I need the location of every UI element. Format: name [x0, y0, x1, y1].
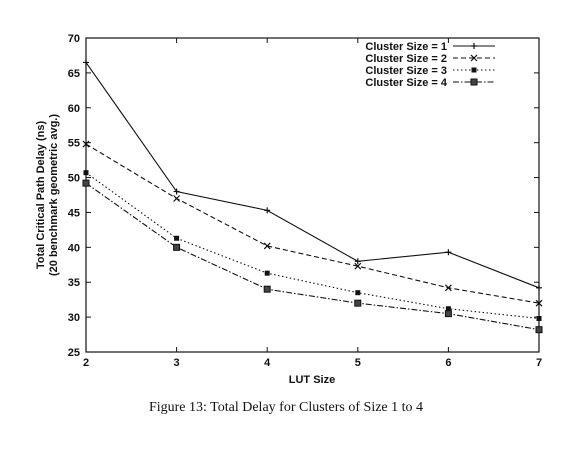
legend-label: Cluster Size = 3 [365, 65, 447, 77]
marker-x-b [173, 195, 181, 202]
marker-x-b [263, 242, 271, 250]
data-point [264, 207, 271, 214]
data-point [354, 258, 361, 265]
marker-x-b [82, 140, 90, 148]
legend-label: Cluster Size = 1 [365, 41, 447, 53]
marker-x-b [444, 284, 452, 292]
y-tick-label: 25 [68, 347, 80, 359]
data-point [445, 306, 451, 312]
series-1 [83, 59, 542, 291]
data-point [82, 179, 90, 187]
data-point [536, 284, 542, 291]
y-tick-label: 65 [68, 68, 80, 80]
y-axis-label-line2: (20 benchmark geometric avg.) [48, 114, 60, 276]
data-point [535, 299, 543, 307]
data-point [536, 316, 542, 322]
series-line [85, 172, 540, 320]
data-point [354, 299, 362, 307]
x-tick-label: 6 [445, 357, 451, 369]
x-tick-label: 5 [355, 357, 361, 369]
data-point [173, 195, 181, 202]
data-point [263, 242, 271, 250]
data-point [355, 290, 361, 296]
x-tick-label: 4 [264, 357, 271, 369]
y-tick-label: 45 [68, 207, 80, 219]
y-axis-label-line1: Total Critical Path Delay (ns) [35, 120, 47, 269]
x-tick-label: 2 [83, 357, 89, 369]
data-point [445, 249, 452, 256]
series-4 [82, 179, 543, 334]
series-line [85, 182, 540, 331]
data-point [173, 243, 181, 251]
marker-x-b [470, 54, 478, 62]
y-tick-label: 70 [68, 33, 80, 45]
data-point [444, 284, 452, 292]
data-point [354, 262, 362, 270]
legend-label: Cluster Size = 2 [365, 53, 447, 65]
series-2 [82, 140, 543, 307]
series-3 [83, 170, 542, 322]
data-point [83, 170, 89, 176]
data-point [263, 285, 271, 293]
series-line [85, 62, 540, 289]
data-point [174, 235, 180, 241]
data-point [83, 59, 89, 66]
marker-x-b [535, 299, 543, 307]
legend-marker [471, 43, 477, 49]
series-line [85, 143, 540, 304]
data-point [264, 270, 270, 276]
series-layer [82, 59, 543, 334]
legend-marker [470, 54, 478, 62]
x-axis-label: LUT Size [289, 374, 335, 386]
x-tick-label: 3 [174, 357, 180, 369]
y-tick-label: 60 [68, 103, 80, 115]
legend-marker [470, 78, 478, 86]
y-tick-label: 40 [68, 242, 80, 254]
legend-label: Cluster Size = 4 [365, 77, 448, 89]
plot-frame [85, 37, 540, 353]
data-point [173, 188, 180, 195]
legend-marker [471, 67, 477, 73]
y-tick-label: 50 [68, 173, 80, 185]
marker-x-b [354, 262, 362, 270]
data-point [444, 310, 452, 318]
data-point [82, 140, 90, 148]
x-tick-label: 7 [536, 357, 542, 369]
figure-caption: Figure 13: Total Delay for Clusters of S… [148, 400, 424, 415]
y-axis-ticks: 25 30 35 40 45 50 55 60 65 70 [68, 33, 539, 359]
y-tick-label: 55 [68, 138, 80, 150]
y-tick-label: 30 [68, 312, 80, 324]
x-axis-ticks: 2 3 4 5 6 7 [83, 38, 542, 369]
y-tick-label: 35 [68, 277, 80, 289]
data-point [535, 326, 543, 334]
